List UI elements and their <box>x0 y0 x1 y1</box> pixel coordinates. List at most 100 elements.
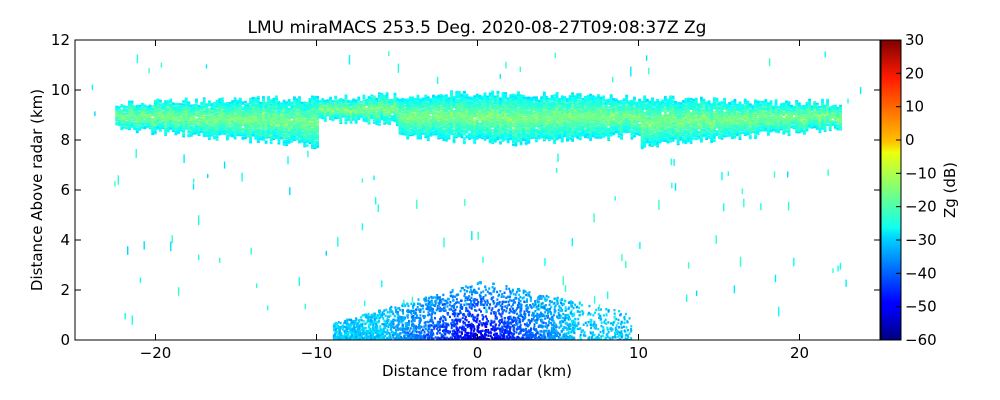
cloud-cell <box>496 130 500 133</box>
cloud-cell <box>352 106 355 109</box>
cloud-cell <box>303 143 307 147</box>
cloud-cell <box>411 119 415 122</box>
cloud-cell <box>153 114 157 117</box>
cloud-cell <box>256 113 260 116</box>
cloud-cell <box>401 101 404 104</box>
cloud-cell <box>280 116 283 119</box>
cloud-cell <box>308 126 312 129</box>
cloud-cell <box>408 107 412 110</box>
cloud-cell <box>256 124 260 127</box>
cloud-cell <box>540 123 544 126</box>
cloud-cell <box>501 125 505 129</box>
cloud-cell <box>287 109 291 112</box>
cloud-cell <box>347 99 350 103</box>
cloud-cell <box>493 104 497 107</box>
cloud-cell <box>398 116 402 119</box>
cloud-cell <box>331 105 335 108</box>
cloud-cell <box>226 128 229 131</box>
cloud-cell <box>437 134 441 137</box>
cloud-cell <box>241 101 245 104</box>
cloud-cell <box>182 131 185 134</box>
cloud-cell <box>156 108 160 111</box>
cloud-cell <box>398 122 402 125</box>
cloud-cell <box>517 130 520 133</box>
cloud-cell <box>553 131 556 134</box>
cloud-cell <box>481 118 484 121</box>
cloud-cell <box>457 99 461 102</box>
cloud-cell <box>174 131 178 135</box>
cloud-cell <box>475 111 479 114</box>
cloud-cell <box>522 128 526 131</box>
cloud-cell <box>246 107 250 111</box>
cloud-cell <box>421 123 425 126</box>
cloud-cell <box>450 90 453 93</box>
cloud-cell <box>357 109 361 112</box>
cloud-cell <box>540 132 544 135</box>
cloud-cell <box>411 106 415 109</box>
cloud-cell <box>522 138 526 141</box>
cloud-cell <box>259 135 263 138</box>
cloud-cell <box>530 103 533 106</box>
cloud-cell <box>282 126 286 129</box>
cloud-cell <box>290 101 294 104</box>
cloud-cell <box>285 110 289 113</box>
cloud-cell <box>560 110 564 113</box>
cloud-cell <box>481 115 484 118</box>
cloud-cell <box>578 100 582 103</box>
cloud-cell <box>262 108 265 111</box>
cloud-cell <box>437 118 441 121</box>
cloud-cell <box>231 110 234 113</box>
cloud-cell <box>530 108 533 111</box>
cloud-cell <box>535 118 538 121</box>
cloud-cell <box>483 92 487 95</box>
cloud-cell <box>519 94 523 97</box>
cloud-cell <box>262 113 265 116</box>
cloud-cell <box>388 106 392 109</box>
cloud-cell <box>581 123 585 126</box>
cloud-cell <box>414 108 417 111</box>
cloud-cell <box>424 104 428 107</box>
cloud-cell <box>269 126 273 129</box>
cloud-cell <box>233 116 237 119</box>
cloud-cell <box>280 102 283 105</box>
cloud-cell <box>115 119 119 122</box>
cloud-cell <box>141 120 144 123</box>
cloud-cell <box>478 122 482 125</box>
cloud-cell <box>187 103 191 107</box>
cloud-cell <box>452 96 456 99</box>
cloud-cell <box>174 124 178 127</box>
cloud-cell <box>445 103 448 106</box>
cloud-cell <box>205 108 209 111</box>
cloud-cell <box>571 111 574 114</box>
cloud-cell <box>220 128 224 131</box>
cloud-cell <box>267 121 270 124</box>
cloud-cell <box>182 103 185 107</box>
cloud-cell <box>429 127 433 130</box>
cloud-cell <box>262 111 265 114</box>
cloud-cell <box>336 116 340 119</box>
cloud-cell <box>262 106 265 109</box>
cloud-cell <box>439 121 443 124</box>
cloud-cell <box>545 132 549 135</box>
cloud-cell <box>241 107 245 110</box>
cloud-cell <box>205 133 209 136</box>
cloud-cell <box>424 135 428 139</box>
cloud-cell <box>463 103 466 106</box>
cloud-cell <box>408 120 412 123</box>
cloud-cell <box>442 95 446 98</box>
cloud-cell <box>280 124 283 128</box>
cloud-cell <box>285 108 289 111</box>
cloud-cell <box>532 123 536 127</box>
cloud-cell <box>190 125 193 128</box>
cloud-cell <box>256 107 260 110</box>
cloud-cell <box>298 131 301 134</box>
cloud-cell <box>429 132 433 135</box>
cloud-cell <box>378 97 381 100</box>
cloud-cell <box>311 99 314 102</box>
cloud-cell <box>293 105 296 108</box>
cloud-cell <box>135 108 139 111</box>
cloud-cell <box>380 93 384 96</box>
cloud-cell <box>280 132 283 135</box>
cloud-cell <box>231 100 234 103</box>
cloud-cell <box>210 114 214 117</box>
